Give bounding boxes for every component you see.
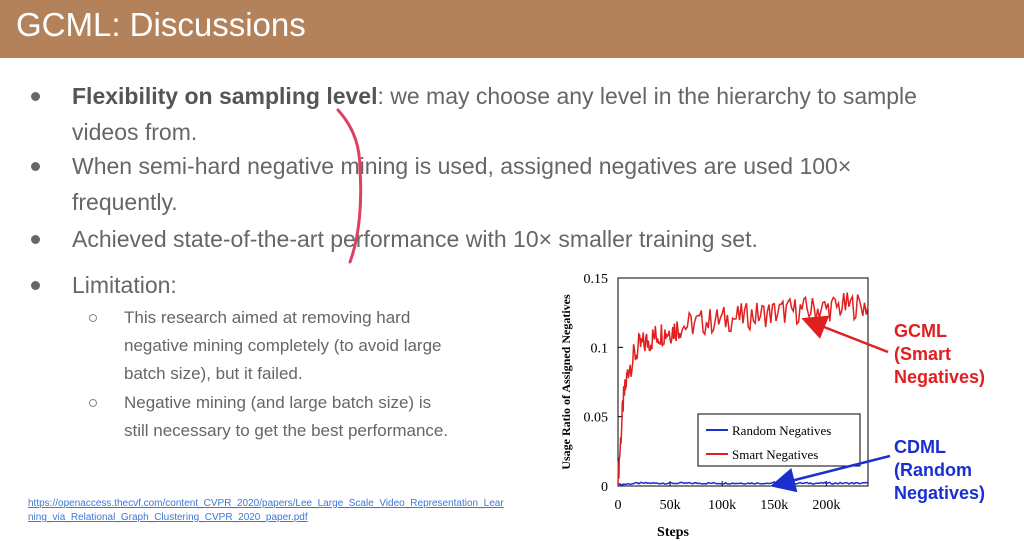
y-tick-label: 0.15 xyxy=(584,272,609,287)
bullet-2-cont: frequently. xyxy=(72,189,178,215)
gcml-callout-line-1: GCML xyxy=(894,321,947,341)
bullet-dot xyxy=(31,281,40,290)
usage-ratio-chart: 0 0.05 0.1 0.15 0 50k 100k 150k 200k Steps Usage R… xyxy=(559,272,869,540)
x-axis-label: Steps xyxy=(657,525,689,540)
sub-bullet-1-line-2: negative mining completely (to avoid lar… xyxy=(124,336,442,355)
cdml-callout-line-3: Negatives) xyxy=(894,483,986,503)
cdml-arrow xyxy=(770,454,891,493)
sub-bullet-circle xyxy=(89,399,97,407)
cdml-callout-line-2: (Random xyxy=(894,460,972,480)
bullet-2: When semi-hard negative mining is used, … xyxy=(72,153,852,179)
gcml-callout: GCML (Smart Negatives) xyxy=(894,320,985,389)
sub-bullet-circle xyxy=(89,314,97,322)
title-bar: GCML: Discussions xyxy=(0,0,1024,58)
sub-bullet-1-line-1: This research aimed at removing hard xyxy=(124,308,411,327)
paper-link[interactable]: https://openaccess.thecvf.com/content_CV… xyxy=(28,498,504,523)
bullet-1-text: : we may choose any level in the hierarc… xyxy=(377,83,917,109)
y-tick-label: 0 xyxy=(601,480,608,495)
bullet-4: Limitation: xyxy=(72,272,177,298)
y-tick-label: 0.05 xyxy=(584,411,609,426)
gcml-callout-line-3: Negatives) xyxy=(894,367,986,387)
series-line-smart-negatives xyxy=(617,292,869,487)
sub-bullet-1-line-3: batch size), but it failed. xyxy=(124,364,303,383)
y-tick-label: 0.1 xyxy=(591,341,609,356)
bullet-1: Flexibility on sampling level: we may ch… xyxy=(72,78,917,114)
bullet-1-cont: videos from. xyxy=(72,119,198,145)
plot-frame xyxy=(617,277,869,487)
bullet-dot xyxy=(31,92,40,101)
x-tick-label: 150k xyxy=(760,498,788,513)
sub-bullet-2-line-2: still necessary to get the best performa… xyxy=(124,421,449,440)
gcml-arrow xyxy=(801,315,889,354)
gcml-callout-line-2: (Smart xyxy=(894,344,952,364)
bullet-dot xyxy=(31,235,40,244)
y-axis-label: Usage Ratio of Assigned Negatives xyxy=(559,294,573,470)
bullet-dot xyxy=(31,162,40,171)
legend-label: Random Negatives xyxy=(732,423,831,438)
x-tick-label: 50k xyxy=(660,498,681,513)
x-tick-label: 100k xyxy=(708,498,736,513)
series-line-random-negatives xyxy=(617,481,869,486)
bullet-3: Achieved state-of-the-art performance wi… xyxy=(72,226,758,252)
legend-label: Smart Negatives xyxy=(732,447,818,462)
x-tick-label: 0 xyxy=(615,498,622,513)
sub-bullet-2-line-1: Negative mining (and large batch size) i… xyxy=(124,393,432,412)
cdml-callout: CDML (Random Negatives) xyxy=(894,436,985,505)
bullet-1-bold: Flexibility on sampling level xyxy=(72,83,378,109)
legend-box xyxy=(697,413,861,467)
x-tick-label: 200k xyxy=(812,498,840,513)
cdml-callout-line-1: CDML xyxy=(894,437,946,457)
pen-stroke xyxy=(336,108,363,264)
slide-title: GCML: Discussions xyxy=(16,6,306,43)
